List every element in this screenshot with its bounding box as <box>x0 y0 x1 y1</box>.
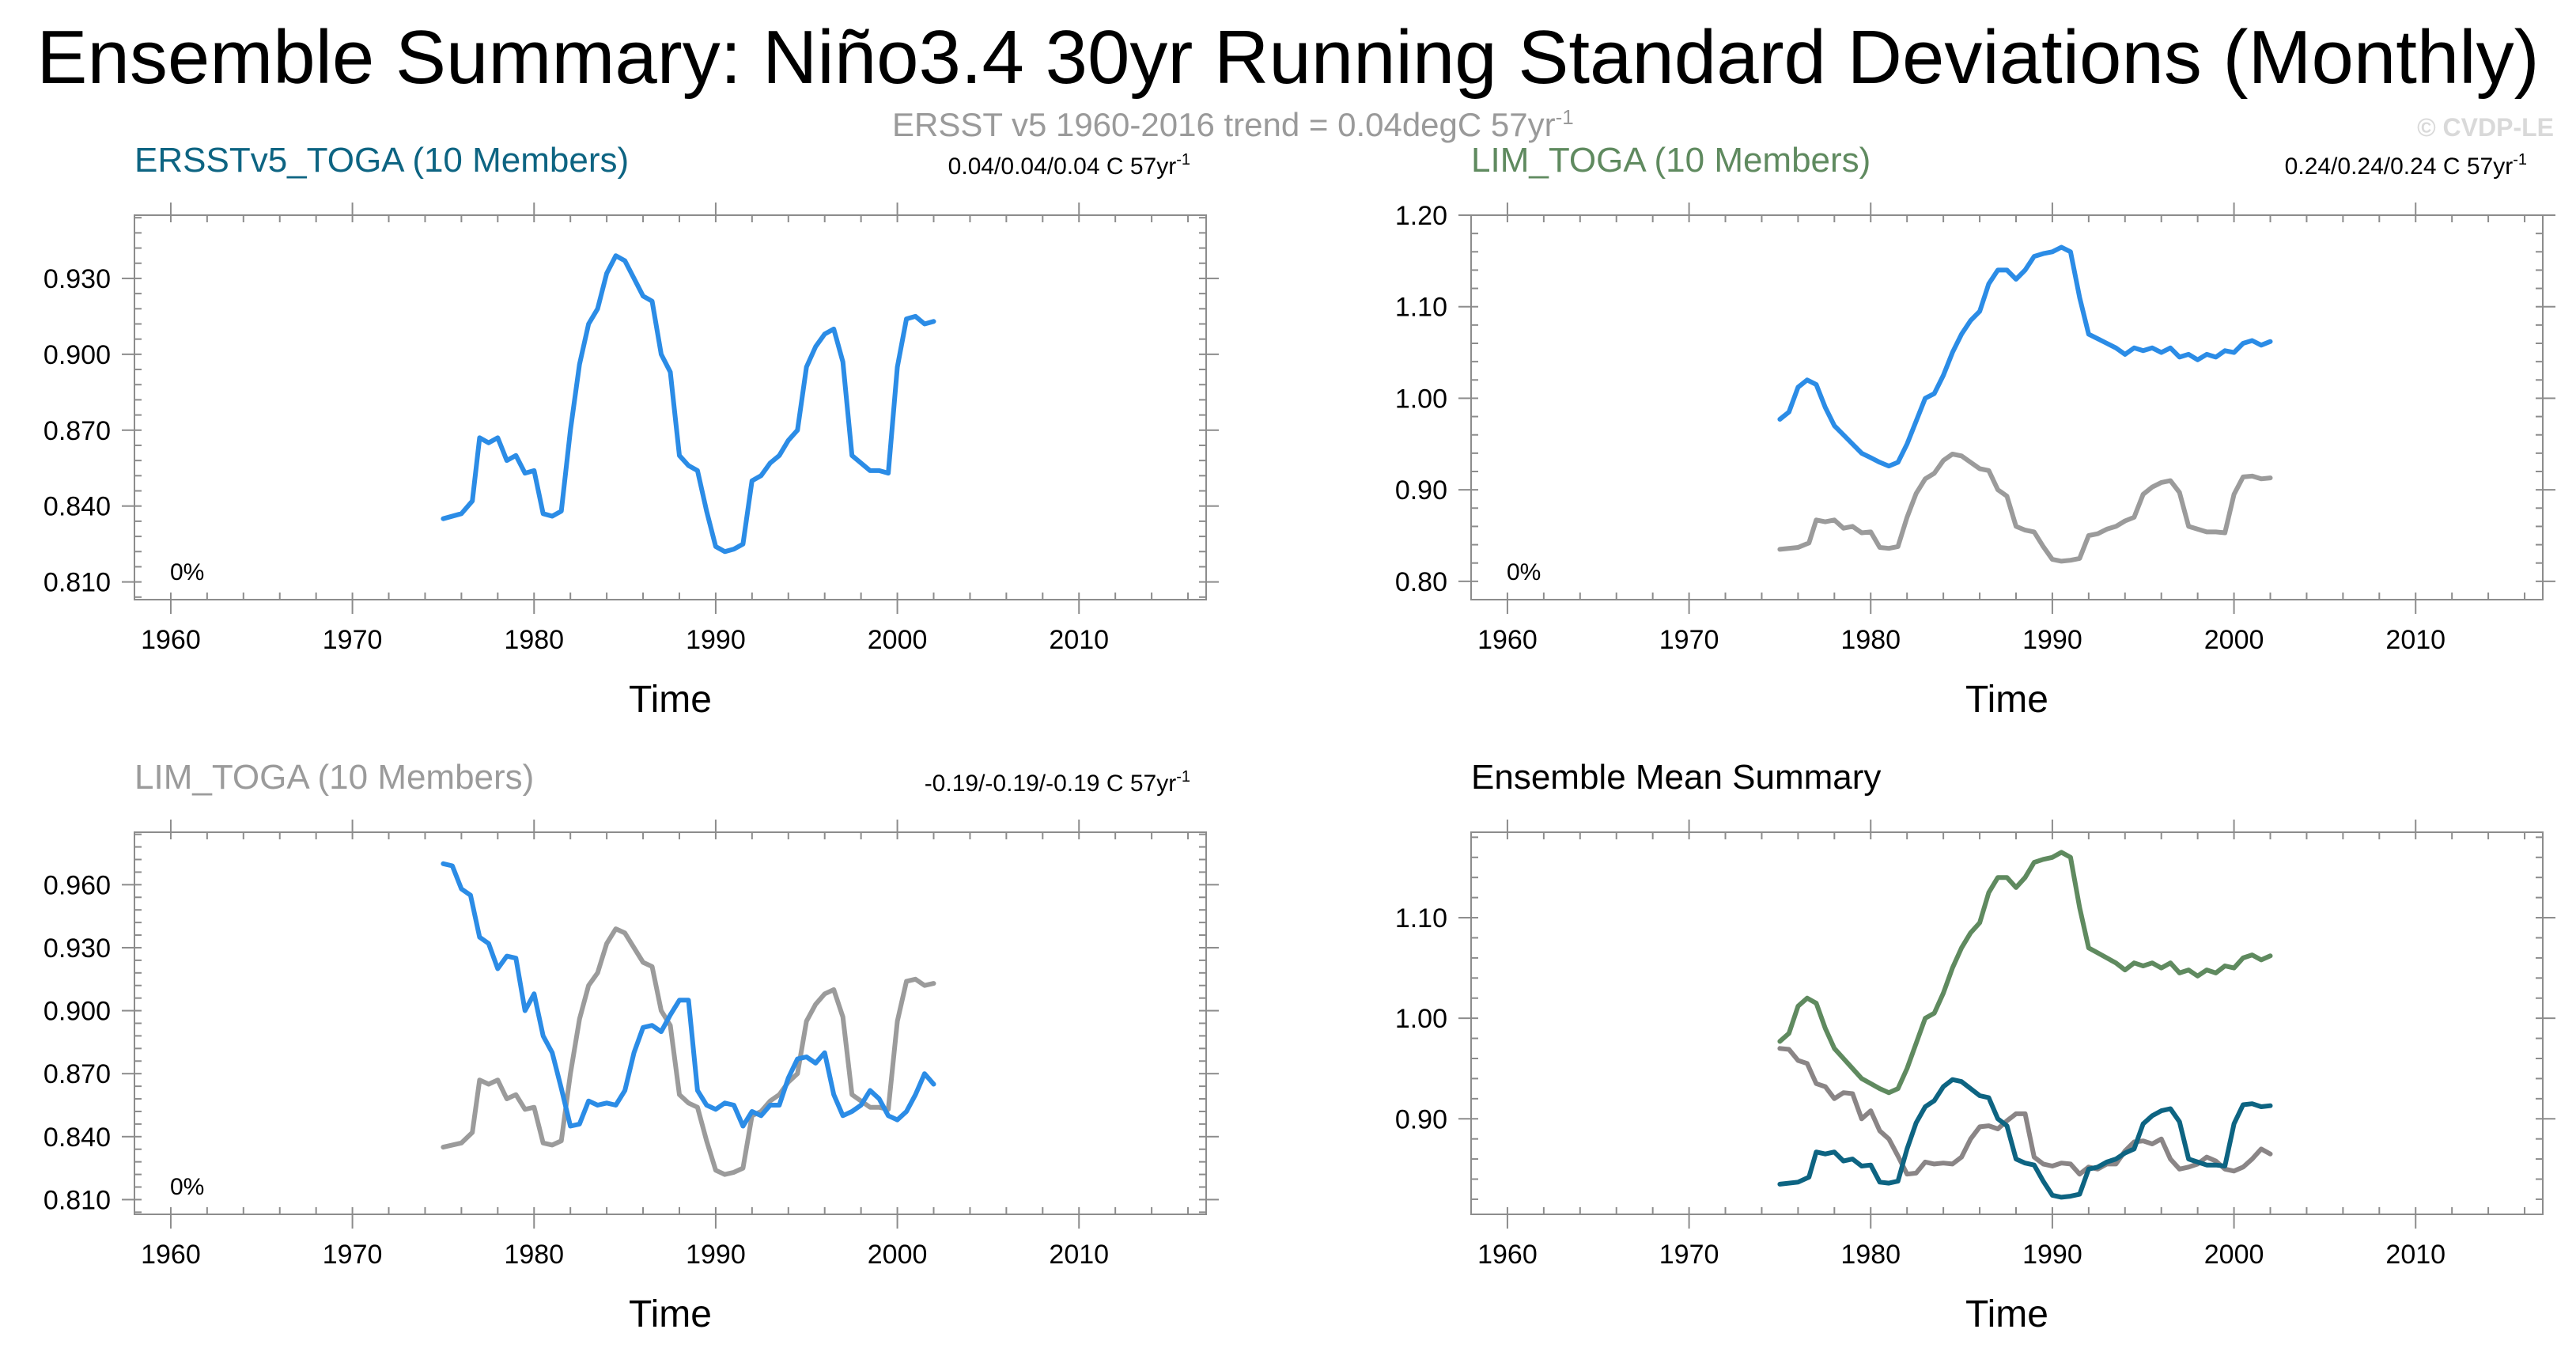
x-axis-label: Time <box>629 679 712 721</box>
x-tick-label: 1980 <box>504 1240 564 1270</box>
x-tick-label: 1970 <box>1659 1240 1719 1270</box>
x-tick-label: 1980 <box>1840 1240 1901 1270</box>
y-tick-label: 1.00 <box>1395 384 1447 414</box>
x-tick-label: 1960 <box>141 1240 201 1270</box>
y-tick-label: 0.900 <box>44 340 111 370</box>
x-tick-label: 2000 <box>2204 1240 2264 1270</box>
panel-title: ERSSTv5_TOGA (10 Members) <box>134 141 629 180</box>
series-line <box>1777 452 2273 564</box>
y-tick-label: 1.00 <box>1395 1004 1447 1034</box>
x-tick-label: 2010 <box>1049 625 1109 655</box>
y-tick-label: 0.930 <box>44 264 111 294</box>
trend-label: 0.24/0.24/0.24 C 57yr-1 <box>2285 151 2527 180</box>
x-tick-label: 2010 <box>2385 625 2445 655</box>
series-line <box>441 926 936 1177</box>
percent-label: 0% <box>170 559 204 585</box>
percent-label: 0% <box>1507 559 1541 585</box>
x-tick-label: 2010 <box>2385 1240 2445 1270</box>
plot-frame-0 <box>134 214 1207 600</box>
y-tick-label: 0.90 <box>1395 475 1447 506</box>
x-tick-label: 1990 <box>686 625 746 655</box>
x-tick-label: 1990 <box>2022 1240 2082 1270</box>
y-tick-label: 0.80 <box>1395 567 1447 597</box>
x-tick-label: 1960 <box>1477 1240 1538 1270</box>
x-tick-label: 2000 <box>868 1240 928 1270</box>
panel-title: LIM_TOGA (10 Members) <box>134 758 534 797</box>
y-tick-label: 1.10 <box>1395 903 1447 933</box>
series-line <box>1777 1046 2273 1177</box>
x-axis-label: Time <box>629 1293 712 1335</box>
series-line <box>441 253 936 555</box>
y-tick-label: 0.810 <box>44 568 111 598</box>
trend-label: -0.19/-0.19/-0.19 C 57yr-1 <box>925 768 1190 797</box>
x-tick-label: 1980 <box>504 625 564 655</box>
subtitle-sup: -1 <box>1555 105 1574 129</box>
series-line <box>441 861 936 1129</box>
x-tick-label: 1970 <box>1659 625 1719 655</box>
x-tick-label: 1990 <box>686 1240 746 1270</box>
x-tick-label: 2010 <box>1049 1240 1109 1270</box>
series-line <box>1777 850 2273 1096</box>
y-tick-label: 0.90 <box>1395 1104 1447 1134</box>
x-tick-label: 2000 <box>2204 625 2264 655</box>
y-tick-label: 0.870 <box>44 1059 111 1089</box>
percent-label: 0% <box>170 1174 204 1200</box>
y-tick-label: 1.10 <box>1395 293 1447 323</box>
y-tick-label: 0.810 <box>44 1185 111 1215</box>
panel-title: LIM_TOGA (10 Members) <box>1471 141 1871 180</box>
y-tick-label: 0.840 <box>44 492 111 522</box>
y-tick-label: 0.900 <box>44 997 111 1027</box>
x-tick-label: 1980 <box>1840 625 1901 655</box>
x-tick-label: 1960 <box>1477 625 1538 655</box>
plot-frame-3 <box>1470 831 2544 1215</box>
plot-frame-1 <box>1470 214 2544 600</box>
x-tick-label: 2000 <box>868 625 928 655</box>
copyright: © CVDP-LE <box>2417 113 2554 142</box>
series-line <box>1777 1077 2273 1200</box>
y-tick-label: 0.930 <box>44 933 111 964</box>
y-tick-label: 0.840 <box>44 1123 111 1153</box>
x-tick-label: 1970 <box>323 625 383 655</box>
subtitle: ERSST v5 1960-2016 trend = 0.04degC 57yr… <box>892 105 1574 144</box>
x-tick-label: 1970 <box>323 1240 383 1270</box>
panel-title: Ensemble Mean Summary <box>1471 758 1881 797</box>
main-title: Ensemble Summary: Niño3.4 30yr Running S… <box>36 15 2540 100</box>
x-axis-label: Time <box>1965 1293 2048 1335</box>
series-line <box>1777 244 2273 469</box>
x-tick-label: 1990 <box>2022 625 2082 655</box>
y-tick-label: 1.20 <box>1395 201 1447 231</box>
y-tick-label: 0.960 <box>44 870 111 900</box>
subtitle-text: ERSST v5 1960-2016 trend = 0.04degC 57yr <box>892 106 1556 143</box>
y-tick-label: 0.870 <box>44 416 111 446</box>
x-axis-label: Time <box>1965 679 2048 721</box>
x-tick-label: 1960 <box>141 625 201 655</box>
trend-label: 0.04/0.04/0.04 C 57yr-1 <box>948 151 1190 180</box>
